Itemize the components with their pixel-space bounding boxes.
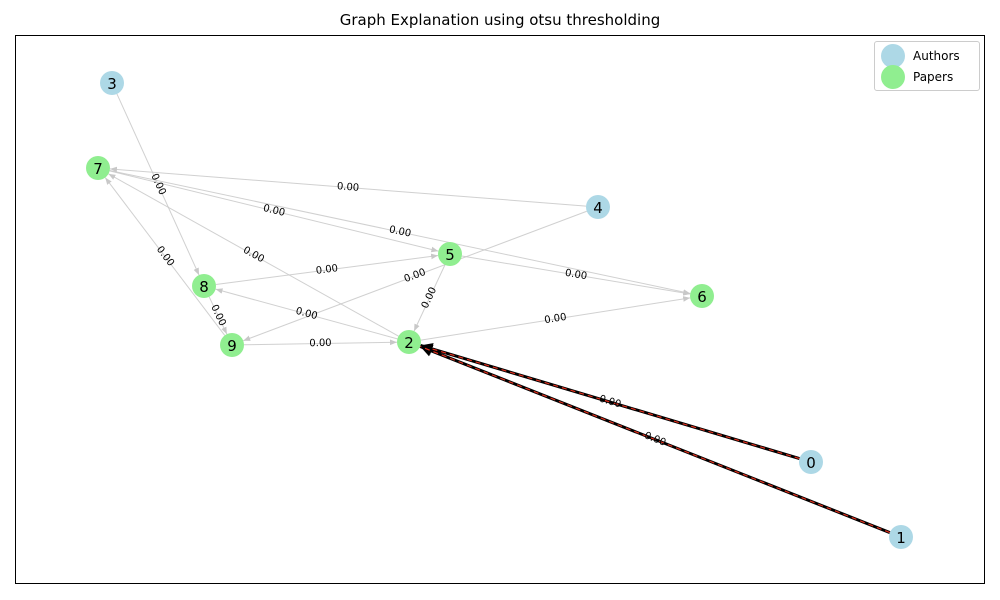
node-4: 4 [586, 195, 610, 219]
legend-label-authors: Authors [913, 49, 960, 63]
edge-5-2 [413, 264, 446, 332]
author-node-circle [100, 71, 124, 95]
edge-8-5 [215, 253, 439, 285]
node-7: 7 [86, 156, 110, 180]
edge-label-3-8: 0.00 [148, 172, 167, 197]
nodes-layer: 0 1 2 3 4 5 6 7 8 9 [86, 71, 913, 549]
graph-title: Graph Explanation using otsu thresholdin… [339, 11, 661, 29]
node-3: 3 [100, 71, 124, 95]
node-8: 8 [192, 274, 216, 298]
paper-node-circle [690, 284, 714, 308]
paper-node-circle [220, 333, 244, 357]
node-label-2: 2 [404, 334, 414, 352]
edge-label-5-2: 0.00 [420, 286, 439, 311]
legend-item-authors: Authors [881, 44, 960, 68]
papers-marker-icon [881, 65, 905, 89]
node-6: 6 [690, 284, 714, 308]
node-label-0: 0 [806, 454, 816, 472]
node-0: 0 [799, 450, 823, 474]
edge-dash-0-2 [420, 344, 800, 460]
edge-7-6 [109, 169, 691, 295]
edge-label-5-6: 0.00 [564, 268, 588, 283]
paper-node-circle [397, 330, 421, 354]
node-9: 9 [220, 333, 244, 357]
node-label-1: 1 [896, 529, 906, 547]
edge-5-6 [461, 255, 691, 296]
paper-node-circle [86, 156, 110, 180]
edge-3-8 [116, 93, 200, 276]
legend-label-papers: Papers [913, 70, 954, 84]
edge-8-9 [208, 296, 228, 335]
node-2: 2 [397, 330, 421, 354]
edge-label-7-5: 0.00 [262, 203, 286, 219]
edge-label-1-2: 0.00 [643, 430, 668, 448]
edge-label-2-6: 0.00 [544, 312, 568, 326]
edge-4-9 [243, 210, 587, 342]
edge-label-8-9: 0.00 [208, 303, 227, 328]
node-label-3: 3 [107, 75, 117, 93]
edge-label-0-2: 0.00 [598, 394, 622, 411]
edge-label-8-5: 0.00 [315, 263, 338, 277]
edge-label-2-7: 0.00 [241, 245, 266, 265]
edge-label-9-2: 0.00 [309, 338, 331, 349]
edge-7-5 [109, 170, 439, 253]
edge-9-7 [104, 177, 226, 336]
node-label-8: 8 [199, 278, 209, 296]
author-node-circle [799, 450, 823, 474]
edges-layer [104, 93, 891, 534]
authors-marker-icon [881, 44, 905, 68]
edge-2-6 [420, 296, 691, 341]
paper-node-circle [192, 274, 216, 298]
edge-2-7 [108, 173, 399, 337]
edge-label-7-6: 0.00 [388, 224, 412, 239]
node-1: 1 [889, 525, 913, 549]
node-label-7: 7 [93, 160, 103, 178]
edge-4-7 [109, 166, 587, 207]
author-node-circle [586, 195, 610, 219]
node-5: 5 [438, 242, 462, 266]
edge-label-4-7: 0.00 [336, 181, 359, 194]
node-label-5: 5 [445, 246, 455, 264]
edge-dash-1-2 [419, 345, 891, 534]
edge-9-2 [243, 339, 398, 346]
node-label-4: 4 [593, 199, 603, 217]
paper-node-circle [438, 242, 462, 266]
node-label-9: 9 [227, 337, 237, 355]
edge-label-4-9: 0.00 [403, 267, 428, 285]
plot-frame [15, 35, 985, 584]
legend: Authors Papers [874, 41, 980, 91]
node-label-6: 6 [697, 288, 707, 306]
legend-item-papers: Papers [881, 65, 954, 89]
edge-label-9-7: 0.00 [154, 244, 176, 268]
edge-2-8 [215, 288, 398, 340]
author-node-circle [889, 525, 913, 549]
